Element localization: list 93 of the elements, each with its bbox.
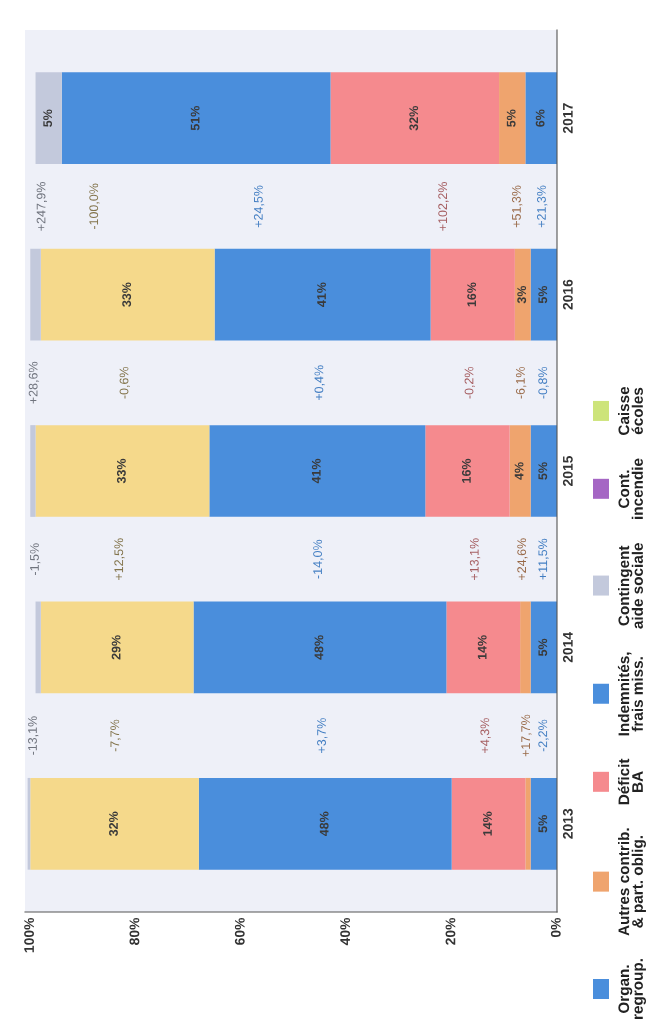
data-label: 4% [514, 462, 524, 480]
data-label: 29% [111, 635, 121, 660]
bar [209, 425, 426, 517]
annotation: +4,3% [480, 718, 491, 753]
annotation: +12,5% [114, 538, 125, 580]
data-label: 14% [477, 635, 487, 660]
annotation: -100,0% [89, 183, 100, 230]
data-label: 33% [116, 458, 126, 484]
bar [61, 72, 331, 165]
bar [35, 425, 210, 517]
annotation: -0,6% [119, 366, 130, 399]
x-tick-label: 40% [340, 917, 351, 946]
y-tick-label: 2014 [562, 632, 573, 663]
y-tick-label: 2015 [562, 455, 573, 486]
data-label: 16% [467, 282, 477, 307]
bar [530, 425, 557, 517]
bar [509, 425, 531, 517]
annotation: +11,5% [538, 538, 549, 580]
annotation: -1,5% [30, 543, 41, 575]
bar [214, 248, 431, 341]
data-label: 41% [311, 458, 321, 484]
bar [35, 601, 41, 694]
bar [40, 248, 215, 341]
bar [525, 72, 557, 165]
annotation: +3,7% [317, 718, 328, 753]
annotation: +102,2% [438, 182, 449, 231]
data-label: 5% [43, 109, 53, 127]
bar [446, 601, 521, 694]
annotation: -6,1% [515, 366, 527, 399]
data-label: 51% [190, 106, 200, 131]
data-label: 5% [538, 815, 548, 833]
bar [499, 72, 526, 165]
bar [330, 72, 500, 165]
x-tick-label: 80% [129, 917, 140, 945]
annotation: +24,5% [253, 185, 265, 228]
legend-label: Autres contrib. & part. oblig. [618, 828, 646, 936]
data-label: 41% [317, 282, 326, 307]
annotation: -14,0% [313, 539, 324, 579]
data-label: 3% [517, 285, 527, 304]
data-label: 33% [122, 282, 132, 307]
annotation: +0,4% [314, 365, 325, 401]
x-tick-label: 20% [445, 917, 456, 945]
data-label: 16% [461, 458, 471, 483]
annotation: +51,3% [512, 185, 523, 228]
legend-label: Indemnités, frais miss. [617, 652, 643, 736]
data-label: 5% [538, 638, 548, 657]
x-tick-label: 100% [24, 917, 34, 953]
bar [430, 248, 515, 341]
data-label: 32% [409, 106, 419, 131]
data-label: 48% [314, 635, 324, 660]
annotation: +24,6% [517, 538, 528, 580]
annotation: -2,2% [538, 719, 549, 752]
annotation: -7,7% [110, 719, 121, 752]
x-tick-label: 60% [234, 917, 245, 945]
data-label: 6% [535, 109, 545, 127]
legend-label: Déficit BA [617, 758, 643, 805]
legend-label: Organ. regroup. [618, 959, 646, 1019]
data-label: 48% [319, 811, 329, 837]
annotation: +13,1% [469, 538, 481, 580]
bar [530, 248, 557, 341]
bar [30, 777, 199, 870]
y-tick-label: 2017 [562, 103, 573, 134]
legend-label: Contingent aide sociale [618, 543, 643, 629]
y-tick-label: 2013 [562, 808, 573, 839]
data-label: 32% [109, 811, 118, 837]
legend-label: Cont. incendie [618, 458, 643, 519]
annotation: +28,6% [28, 361, 40, 404]
bar [530, 601, 557, 694]
bar [451, 777, 526, 870]
annotation: +21,3% [537, 185, 548, 228]
annotation: +17,7% [521, 714, 532, 757]
data-label: 5% [538, 285, 548, 304]
annotation: -13,1% [28, 716, 39, 755]
bar [425, 425, 510, 517]
bar [525, 777, 531, 870]
data-label: 5% [506, 109, 516, 127]
annotation: +247,9% [36, 182, 47, 231]
legend-label: Caisse écoles [618, 386, 643, 435]
bar [193, 601, 447, 694]
bar [198, 777, 452, 870]
bar [40, 601, 194, 694]
bar [30, 425, 36, 517]
y-tick-label: 2016 [562, 279, 573, 310]
bar [530, 777, 557, 870]
annotation: -0,2% [464, 366, 475, 399]
bar [30, 248, 41, 341]
data-label: 14% [483, 811, 492, 836]
x-tick-label: 0% [550, 917, 561, 938]
data-label: 5% [538, 462, 548, 480]
bar [514, 248, 531, 341]
annotation: -0,8% [538, 366, 549, 399]
bar [520, 601, 531, 694]
bar [35, 72, 62, 165]
